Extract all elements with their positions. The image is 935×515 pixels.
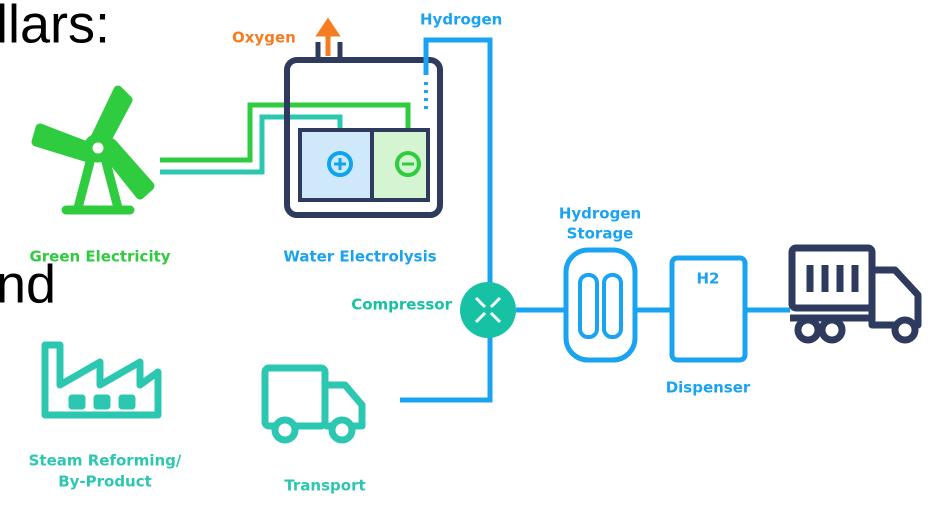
oxygen-arrow [315, 17, 341, 56]
label: Storage [567, 225, 634, 243]
storage-tank [563, 247, 638, 363]
oxygen-label: Oxygen [232, 29, 296, 47]
cylinder [578, 273, 599, 339]
hydrogen-label: Hydrogen [420, 11, 502, 29]
wire [160, 102, 411, 163]
compressor [460, 282, 516, 338]
label: H2 [697, 270, 720, 288]
label: Steam Reforming/ [29, 452, 182, 470]
wind-turbine [31, 85, 155, 215]
slide-text: llars: [0, 0, 110, 54]
label: Water Electrolysis [283, 248, 436, 266]
label: Dispenser [666, 379, 751, 397]
factory [41, 341, 162, 419]
electrolysis-tank [284, 57, 443, 218]
slide-text: nd [0, 254, 56, 314]
compressor-icon [474, 296, 502, 324]
cylinder [602, 273, 623, 339]
label: Compressor [351, 296, 452, 314]
label: Transport [284, 477, 365, 495]
wire [160, 114, 343, 175]
transport-truck [261, 364, 366, 444]
plus [334, 158, 346, 170]
label: Hydrogen [559, 205, 641, 223]
pipe [400, 37, 493, 403]
anode [327, 151, 353, 177]
dispenser [669, 255, 748, 363]
terminal [315, 42, 343, 62]
label: Green Electricity [29, 248, 170, 266]
cathode [395, 151, 421, 177]
truck [788, 244, 922, 344]
label: By-Product [58, 473, 152, 491]
